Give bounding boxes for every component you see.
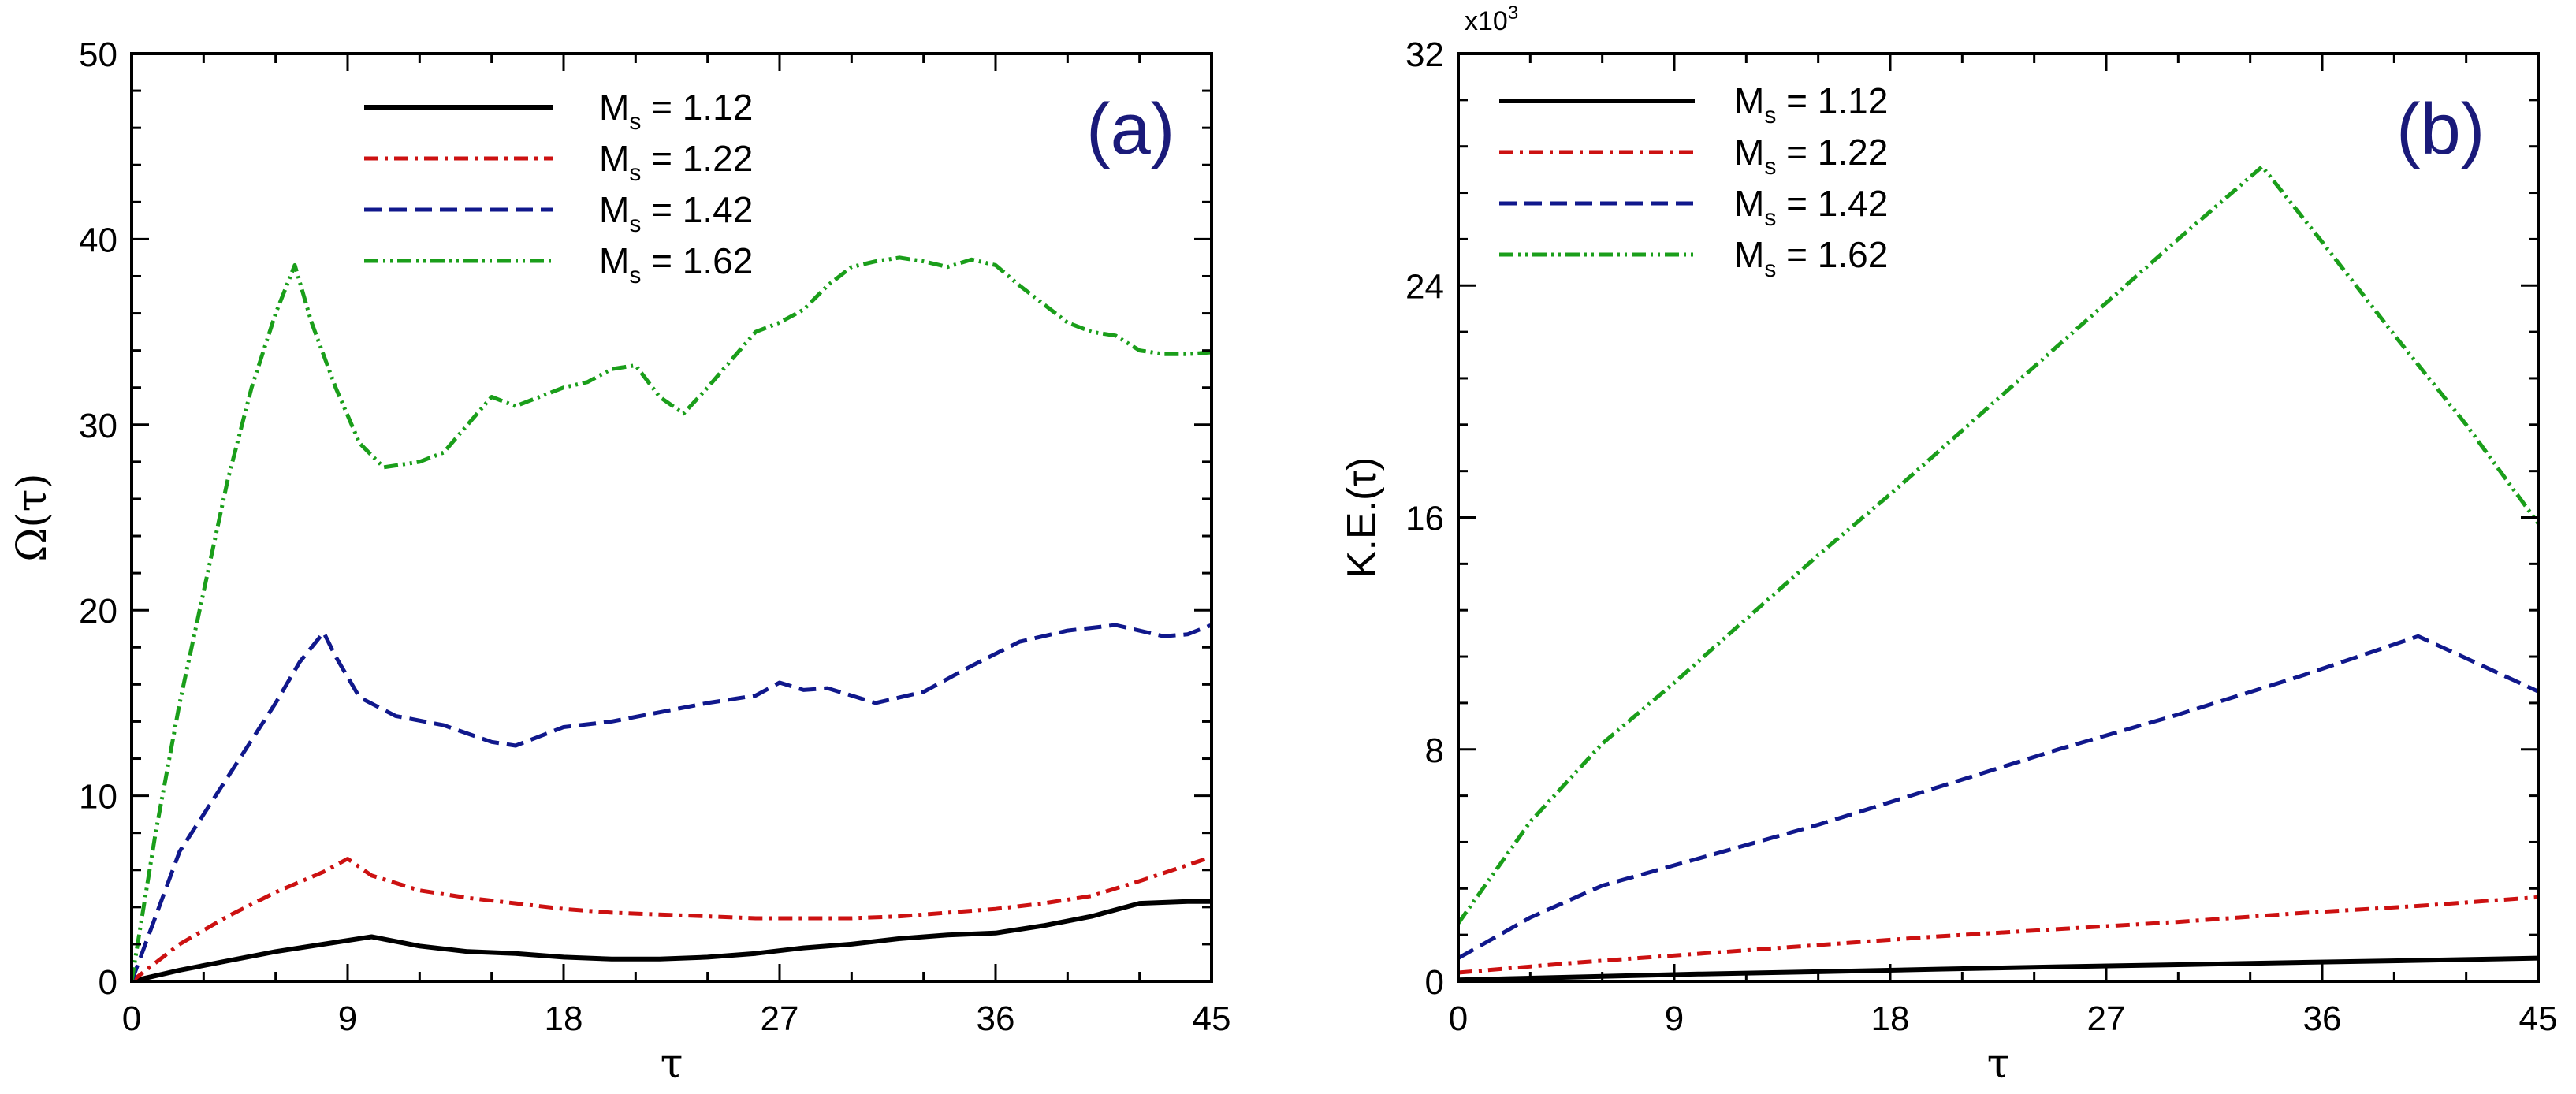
x-tick-label: 27 [761,999,799,1038]
exponent-base: x10 [1465,6,1508,36]
legend-value: = 1.42 [1776,183,1888,224]
y-tick-label: 50 [79,35,117,74]
legend-m: M [599,87,629,128]
x-tick-label: 9 [1665,999,1684,1038]
series-line-ms-1-42 [1458,634,2538,960]
legend-subscript: s [1764,154,1776,180]
y-tick-label: 24 [1405,267,1444,306]
panel-label: (b) [2396,89,2485,169]
legend-label: Ms = 1.12 [1734,80,1888,128]
series-line-ms-1-62 [1458,164,2538,925]
plot-frame [130,52,1213,983]
legend-subscript: s [629,211,641,237]
legend-value: = 1.62 [1776,234,1888,275]
x-tick-label: 0 [122,999,141,1038]
legend-m: M [599,189,629,230]
y-tick-label: 40 [79,221,117,259]
exponent-power: 3 [1508,2,1518,24]
x-axis-title: τ [1987,1040,2010,1088]
plot-frame [1457,52,2540,983]
y-tick-label: 0 [99,963,117,1002]
series-line-ms-1-42 [132,623,1212,981]
x-tick-label: 27 [2087,999,2126,1038]
legend-label: Ms = 1.42 [1734,183,1888,231]
y-tick-label: 20 [79,592,117,631]
legend-subscript: s [1764,256,1776,282]
series-group [132,255,1212,981]
y-axis-title: K.E.(τ) [1339,457,1385,578]
x-tick-label: 9 [338,999,357,1038]
legend-label: Ms = 1.62 [1734,234,1888,282]
legend-subscript: s [1764,102,1776,128]
legend-m: M [1734,183,1764,224]
series-line-ms-1-12 [132,899,1212,981]
legend-m: M [1734,80,1764,121]
x-tick-label: 36 [977,999,1015,1038]
series-line-ms-1-22 [1458,895,2538,975]
y-tick-label: 16 [1405,500,1444,538]
y-tick-label: 8 [1425,731,1444,770]
x-axis-title: τ [661,1040,683,1088]
legend-subscript: s [629,109,641,135]
legend-m: M [599,240,629,281]
legend-label: Ms = 1.42 [599,189,753,237]
panel-label: (a) [1086,89,1174,169]
legend-value: = 1.22 [641,138,753,179]
x-tick-label: 0 [1449,999,1468,1038]
y-tick-label: 10 [79,778,117,817]
y-tick-label: 32 [1405,35,1444,74]
y-axis-exponent: x103 [1465,2,1518,36]
series-line-ms-1-12 [1458,955,2538,981]
legend-value: = 1.42 [641,189,753,230]
legend-m: M [1734,132,1764,173]
legend-value: = 1.62 [641,240,753,281]
x-tick-label: 36 [2303,999,2342,1038]
legend-m: M [599,138,629,179]
legend-value: = 1.22 [1776,132,1888,173]
series-line-ms-1-62 [132,255,1212,981]
legend-label: Ms = 1.22 [599,138,753,186]
x-tick-label: 45 [2519,999,2558,1038]
legend-value: = 1.12 [641,87,753,128]
x-tick-label: 18 [1871,999,1910,1038]
x-tick-label: 18 [545,999,583,1038]
y-axis-title: Ω(τ) [9,473,56,561]
legend-label: Ms = 1.22 [1734,132,1888,180]
y-tick-label: 30 [79,407,117,445]
series-group [1458,164,2538,981]
legend-m: M [1734,234,1764,275]
series-line-ms-1-22 [132,854,1212,981]
legend-subscript: s [1764,205,1776,231]
panel-b: 0 9 18 27 36 45 0 8 16 24 32 τ K.E.(τ) x103 (b) Ms = 1.… [1339,2,2557,1088]
legend-subscript: s [629,160,641,186]
y-tick-label: 0 [1425,963,1444,1002]
legend-subscript: s [629,262,641,288]
x-tick-label: 45 [1193,999,1231,1038]
legend-label: Ms = 1.62 [599,240,753,288]
legend-value: = 1.12 [1776,80,1888,121]
legend-label: Ms = 1.12 [599,87,753,135]
